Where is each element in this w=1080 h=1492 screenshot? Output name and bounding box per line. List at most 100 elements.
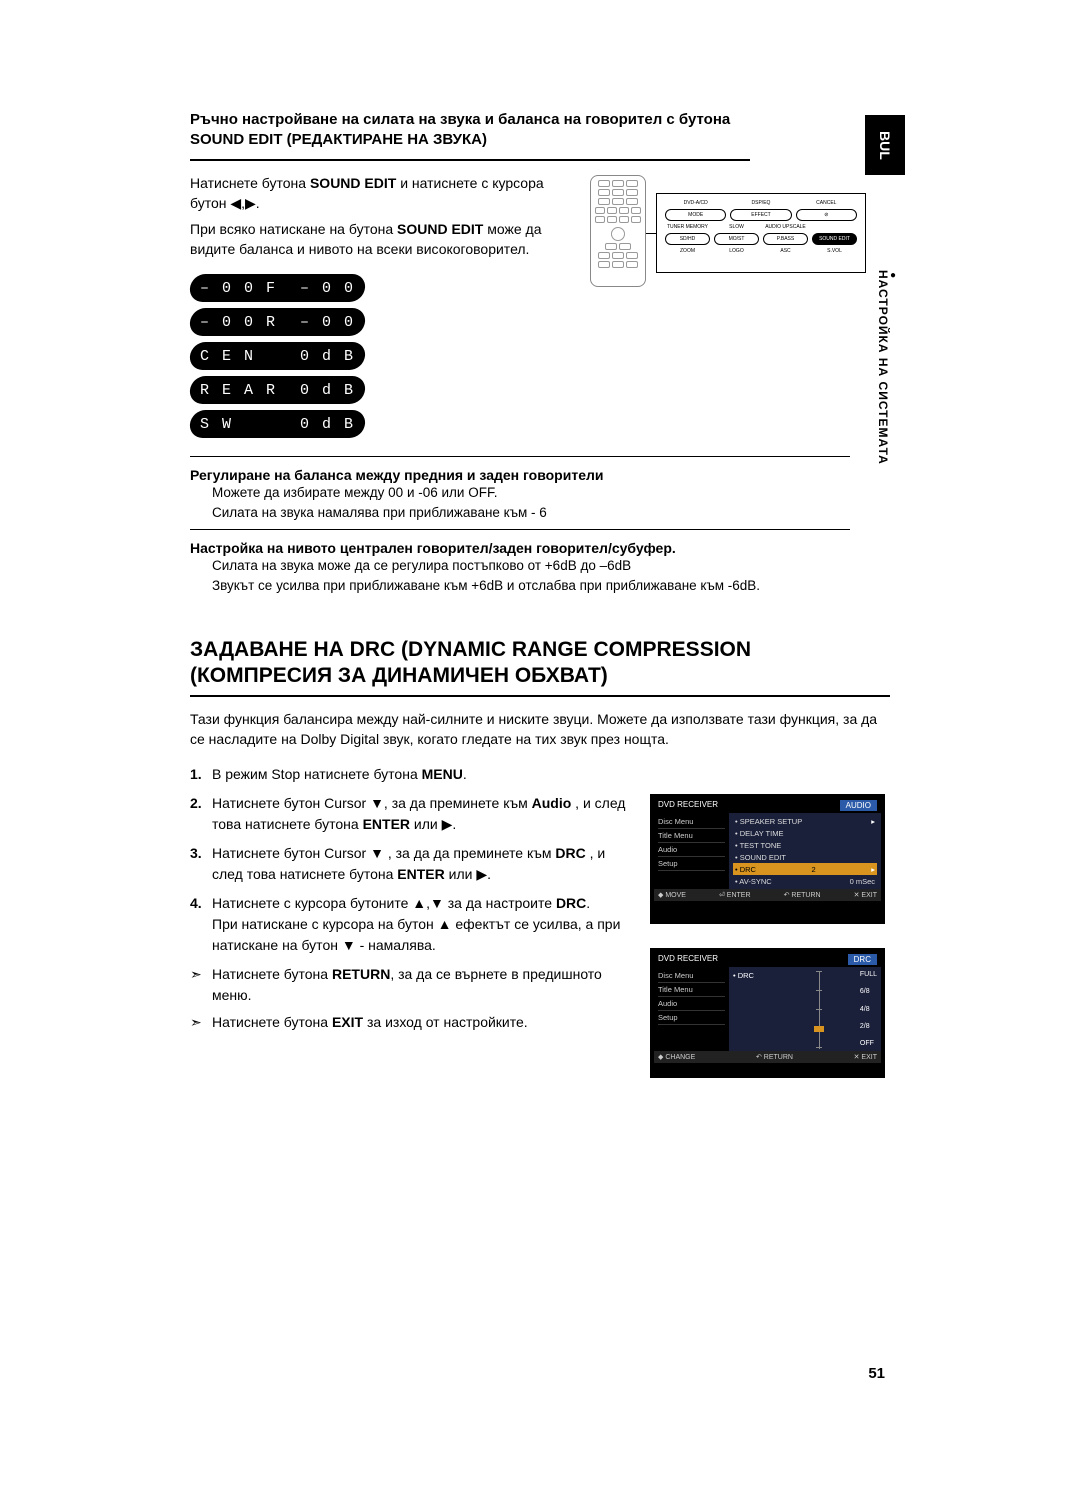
drc-labels: FULL 6/8 4/8 2/8 OFF	[856, 969, 877, 1049]
bold: RETURN	[332, 966, 390, 982]
panel-label: S.VOL	[812, 248, 857, 254]
osd-row-label: • DRC	[735, 865, 756, 874]
text: В режим Stop натиснете бутона	[212, 766, 422, 782]
bold: EXIT	[332, 1014, 363, 1030]
osd-side-item: Title Menu	[658, 983, 725, 997]
section1-rule	[190, 159, 750, 161]
lcd-left: – 0 0 F	[200, 279, 277, 296]
osd-hint: ⏎ ENTER	[719, 891, 751, 899]
arrow-icon: ▸	[871, 817, 875, 826]
panel-label: TUNER MEMORY	[665, 224, 710, 230]
osd-row: • DELAY TIME	[733, 827, 877, 839]
text: Натиснете бутон Cursor ▼ , за да да прем…	[212, 845, 555, 861]
drc-slider-handle	[814, 1026, 824, 1032]
panel-label: LOGO	[714, 248, 759, 254]
bold: DRC	[555, 845, 585, 861]
lcd-right: 0 d B	[300, 347, 355, 364]
text: .	[463, 766, 467, 782]
sub2-head: Настройка на нивото централен говорител/…	[190, 540, 890, 556]
sub1-head: Регулиране на баланса между предния и за…	[190, 467, 890, 483]
lcd-right: 0 d B	[300, 415, 355, 432]
osd-section: AUDIO	[840, 800, 877, 811]
osd-row-selected: • DRC2▸	[733, 863, 877, 875]
step-text: Натиснете с курсора бутоните ▲,▼ за да н…	[212, 893, 630, 956]
bold: ENTER	[397, 866, 444, 882]
note-text: Натиснете бутона EXIT за изход от настро…	[212, 1012, 528, 1033]
lcd-right: – 0 0	[300, 279, 355, 296]
lcd-row: – 0 0 F – 0 0	[189, 274, 367, 302]
drc-label: 2/8	[860, 1023, 877, 1030]
bold: SOUND EDIT	[310, 175, 396, 191]
sub1-line1: Можете да избирате между 00 и -06 или OF…	[212, 483, 890, 503]
text: за изход от настройките.	[363, 1014, 528, 1030]
lcd-left: C E N	[200, 347, 255, 364]
step-text: В режим Stop натиснете бутона MENU.	[212, 764, 630, 785]
osd-main: • DRC FULL 6/8 4/8 2/8 OFF	[729, 967, 881, 1051]
drc-label: FULL	[860, 971, 877, 978]
osd-header: DVD RECEIVER AUDIO	[654, 798, 881, 813]
step-2: 2. Натиснете бутон Cursor ▼, за да преми…	[190, 793, 630, 835]
note-bullet-icon: ➣	[190, 964, 212, 1006]
panel-label: DVD-A/CD	[665, 200, 726, 206]
osd-side-item: Title Menu	[658, 829, 725, 843]
osd-menu-audio: DVD RECEIVER AUDIO Disc Menu Title Menu …	[650, 794, 885, 924]
osd-side-item: Setup	[658, 857, 725, 871]
note-1: ➣ Натиснете бутона RETURN, за да се върн…	[190, 964, 630, 1006]
connector-line	[646, 233, 656, 234]
osd-hint: ✕ EXIT	[854, 891, 877, 899]
step-3: 3. Натиснете бутон Cursor ▼ , за да да п…	[190, 843, 630, 885]
step-num: 4.	[190, 893, 212, 956]
lcd-right: – 0 0	[300, 313, 355, 330]
step-text: Натиснете бутон Cursor ▼ , за да да прем…	[212, 843, 630, 885]
text: Натиснете с курсора бутоните ▲,▼ за да н…	[212, 895, 556, 911]
text: .	[586, 895, 590, 911]
osd-title: DVD RECEIVER	[658, 954, 718, 965]
osd-item-label: • DRC	[733, 969, 783, 1049]
text: или ▶.	[445, 866, 491, 882]
note-text: Натиснете бутона RETURN, за да се върнет…	[212, 964, 630, 1006]
osd-hint: ↶ RETURN	[784, 891, 821, 899]
drc-label: 4/8	[860, 1006, 877, 1013]
osd-hint: ↶ RETURN	[756, 1053, 793, 1061]
panel-button: P.BASS	[763, 233, 808, 245]
panel-button: MO/ST	[714, 233, 759, 245]
lcd-left: R E A R	[200, 381, 277, 398]
lcd-displays: – 0 0 F – 0 0 – 0 0 R – 0 0 C E N 0 d B R E…	[190, 274, 890, 438]
bold: SOUND EDIT	[397, 221, 483, 237]
osd-hint: ◆ MOVE	[658, 891, 686, 899]
panel-label: ASC	[763, 248, 808, 254]
steps-list: 1. В режим Stop натиснете бутона MENU. 2…	[190, 764, 630, 1033]
sub2-line2: Звукът се усилва при приближаване към +6…	[212, 576, 890, 596]
osd-header: DVD RECEIVER DRC	[654, 952, 881, 967]
osd-row-label: • SOUND EDIT	[735, 853, 786, 862]
remote-diagram: DVD-A/CD DSP/EQ CANCEL MODE EFFECT ⊘ TUN…	[590, 175, 900, 295]
osd-body: Disc Menu Title Menu Audio Setup • SPEAK…	[654, 813, 881, 889]
osd-section: DRC	[848, 954, 877, 965]
osd-menu-drc: DVD RECEIVER DRC Disc Menu Title Menu Au…	[650, 948, 885, 1078]
step-text: Натиснете бутон Cursor ▼, за да преминет…	[212, 793, 630, 835]
lcd-left: S W	[200, 415, 233, 432]
bold: Audio	[532, 795, 572, 811]
osd-side-item: Audio	[658, 997, 725, 1011]
lcd-left: – 0 0 R	[200, 313, 277, 330]
step-4: 4. Натиснете с курсора бутоните ▲,▼ за д…	[190, 893, 630, 956]
step-1: 1. В режим Stop натиснете бутона MENU.	[190, 764, 630, 785]
osd-hint: ✕ EXIT	[854, 1053, 877, 1061]
sound-edit-button: SOUND EDIT	[812, 233, 857, 245]
osd-row-value: 2	[812, 865, 816, 874]
note-bullet-icon: ➣	[190, 1012, 212, 1033]
bold: DRC	[556, 895, 586, 911]
lcd-row: C E N 0 d B	[189, 342, 367, 370]
osd-side-item: Setup	[658, 1011, 725, 1025]
osd-body: Disc Menu Title Menu Audio Setup • DRC F…	[654, 967, 881, 1051]
bold: ENTER	[363, 816, 410, 832]
panel-button: ⊘	[796, 209, 857, 221]
osd-row: • SPEAKER SETUP▸	[733, 815, 877, 827]
section2-intro: Тази функция балансира между най-силните…	[190, 709, 890, 750]
osd-footer: ◆ MOVE ⏎ ENTER ↶ RETURN ✕ EXIT	[654, 889, 881, 901]
page-number: 51	[868, 1365, 885, 1382]
osd-footer: ◆ CHANGE ↶ RETURN ✕ EXIT	[654, 1051, 881, 1063]
osd-title: DVD RECEIVER	[658, 800, 718, 811]
step-num: 2.	[190, 793, 212, 835]
drc-label: OFF	[860, 1040, 877, 1047]
